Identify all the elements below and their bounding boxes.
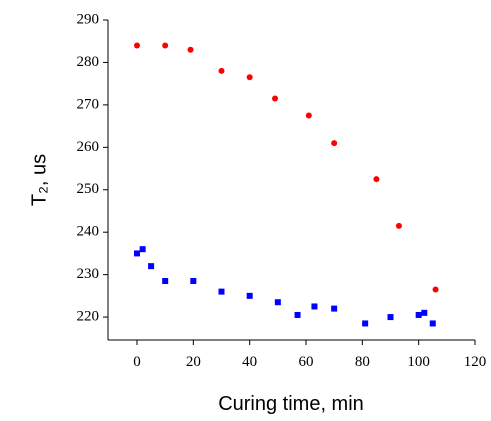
x-tick-label: 100 (407, 354, 430, 370)
y-axis-title: T₂, us (28, 154, 50, 206)
point (246, 292, 253, 299)
point (373, 176, 380, 183)
point (218, 67, 225, 74)
point (294, 311, 301, 318)
x-tick-label: 60 (299, 354, 314, 370)
y-tick-label: 240 (77, 224, 100, 240)
point (421, 309, 428, 316)
point (432, 286, 439, 293)
x-tick-label: 0 (133, 354, 141, 370)
y-tick-label: 270 (77, 96, 100, 112)
point (218, 288, 225, 295)
point (134, 250, 141, 257)
point (162, 42, 169, 49)
point (274, 299, 281, 306)
point (362, 320, 369, 327)
point (305, 112, 312, 119)
point (415, 311, 422, 318)
point (395, 222, 402, 229)
x-tick-label: 20 (186, 354, 201, 370)
y-tick-label: 230 (77, 266, 100, 282)
point (311, 303, 318, 310)
y-tick-label: 280 (77, 54, 100, 70)
point (148, 263, 155, 270)
y-tick-label: 290 (77, 11, 100, 27)
point (187, 46, 194, 53)
x-axis-title: Curing time, min (218, 393, 364, 415)
point (331, 305, 338, 312)
point (162, 278, 169, 285)
x-tick-label: 80 (355, 354, 370, 370)
x-tick-label: 40 (242, 354, 257, 370)
y-tick-label: 260 (77, 139, 100, 155)
point (387, 314, 394, 321)
point (190, 278, 197, 285)
point (134, 42, 141, 49)
point (272, 95, 279, 102)
point (139, 246, 146, 253)
point (429, 320, 436, 327)
point (331, 140, 338, 147)
point (246, 74, 253, 81)
y-tick-label: 220 (77, 309, 100, 325)
x-tick-label: 120 (464, 354, 487, 370)
y-tick-label: 250 (77, 181, 100, 197)
